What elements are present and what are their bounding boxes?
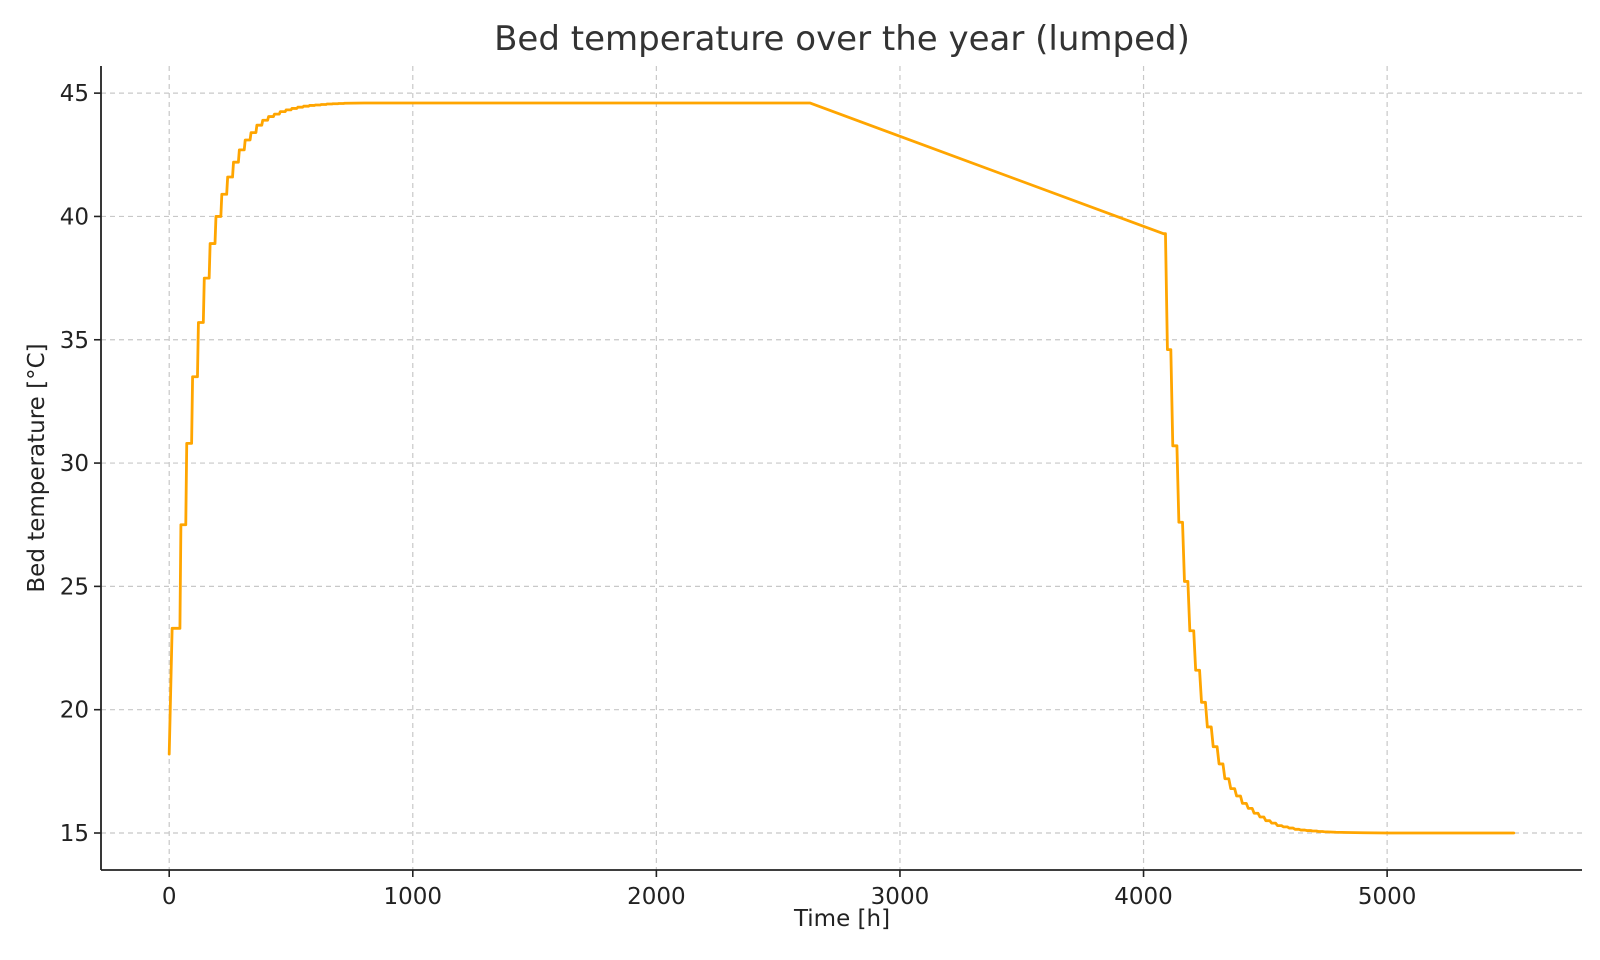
series-line <box>167 101 1516 835</box>
y-tick-label: 15 <box>60 821 89 847</box>
x-tick-label: 3000 <box>871 884 930 910</box>
x-tick-label: 1000 <box>384 884 443 910</box>
x-axis-label: Time [h] <box>793 906 890 932</box>
series-layer <box>167 101 1516 835</box>
y-axis-label: Bed temperature [°C] <box>24 343 50 592</box>
y-tick-label: 40 <box>60 204 89 230</box>
y-tick-label: 45 <box>60 81 89 107</box>
grid <box>101 66 1582 870</box>
axes <box>100 66 1582 871</box>
x-tick-label: 5000 <box>1358 884 1417 910</box>
y-tick-label: 20 <box>60 698 89 724</box>
chart-title: Bed temperature over the year (lumped) <box>494 19 1190 59</box>
y-tick-label: 25 <box>60 574 89 600</box>
x-tick-label: 4000 <box>1114 884 1173 910</box>
x-tick-label: 0 <box>162 884 177 910</box>
ticks: 0 1000 2000 3000 4000 5000 15 20 25 30 35 40 45 <box>60 81 1417 910</box>
x-tick-label: 2000 <box>627 884 686 910</box>
y-tick-label: 30 <box>60 451 89 477</box>
y-tick-label: 35 <box>60 328 89 354</box>
